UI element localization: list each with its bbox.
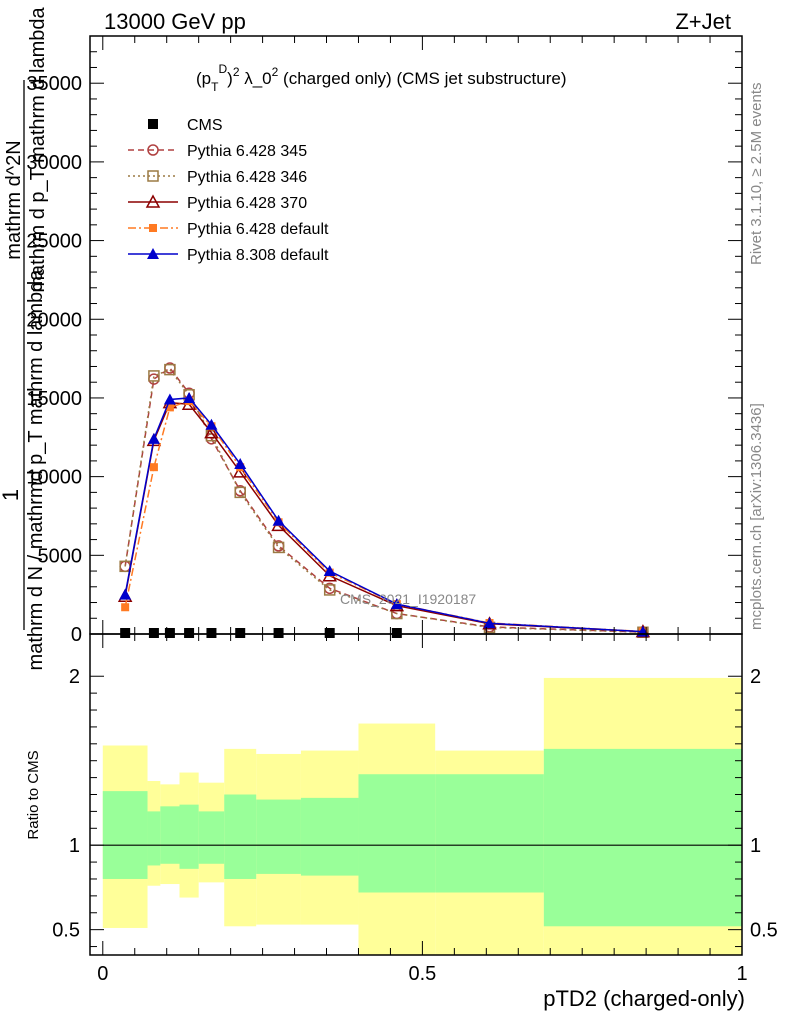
x-tick-label: 0.5 [408, 963, 436, 985]
data-point [148, 370, 160, 382]
ratio-y-tick-label-right: 2 [750, 666, 761, 688]
series-line-3 [124, 401, 643, 633]
y-tick-label: 15000 [26, 388, 82, 410]
legend-entry: CMS [148, 117, 223, 134]
band-stat-bin [358, 774, 436, 893]
data-point [272, 541, 285, 554]
y-tick-label: 5000 [38, 545, 83, 567]
header-energy: 13000 GeV pp [104, 9, 246, 34]
legend-entry: Pythia 6.428 346 [128, 169, 307, 186]
data-point [147, 432, 160, 444]
x-axis-label: pTD2 (charged-only) [543, 986, 745, 1011]
data-point [390, 598, 403, 610]
band-stat-bin [224, 794, 257, 879]
ratio-y-tick-label: 0.5 [52, 920, 80, 942]
data-point [273, 628, 284, 638]
rivet-label: Rivet 3.1.10, ≥ 2.5M events [748, 83, 765, 266]
legend-entry: Pythia 8.308 default [128, 247, 329, 264]
data-point [183, 391, 196, 403]
y-label-one: 1 [0, 489, 23, 501]
data-point [324, 628, 335, 638]
data-point [164, 363, 176, 376]
data-point [206, 628, 217, 638]
legend-label: Pythia 6.428 345 [187, 143, 307, 160]
legend: CMS Pythia 6.428 345 Pythia 6.428 346 Pythi… [128, 117, 329, 264]
data-point [204, 425, 219, 439]
ratio-plot: 0.5 0.51 12 2 0 0.5 1 [52, 633, 778, 985]
legend-label: CMS [187, 117, 223, 134]
series-line-2 [124, 368, 643, 634]
x-tick-label: 0 [97, 963, 108, 985]
main-plot: 0 5000 10000 15000 20000 25000 30000 35000 [26, 35, 743, 646]
band-stat-bin [543, 748, 742, 927]
data-point [184, 628, 195, 638]
legend-marker [147, 144, 159, 156]
data-point [205, 418, 218, 430]
ratio-y-label: Ratio to CMS [25, 750, 42, 839]
data-point [148, 628, 159, 638]
data-point [232, 464, 248, 478]
band-stat-bin [435, 774, 544, 893]
data-point [483, 617, 496, 629]
y-label-denominator: mathrm d N / mathrmd p_T mathrm d lambda [25, 269, 47, 671]
legend-label: Pythia 6.428 370 [187, 195, 307, 212]
y-tick-label: 20000 [26, 309, 82, 331]
band-stat-bin [160, 806, 180, 864]
band-stat-bin [198, 811, 225, 864]
y-tick-label: 30000 [26, 152, 82, 174]
plot-title: (pTD)2 λ_02 (charged only) (CMS jet subs… [196, 62, 566, 94]
legend-marker [148, 119, 158, 129]
y-label-numerator-top: mathrm d^2N [3, 140, 25, 259]
band-stat-bin [179, 804, 199, 869]
legend-label: Pythia 6.428 default [187, 221, 329, 238]
header-process: Z+Jet [675, 9, 731, 34]
series-0 [120, 628, 402, 638]
x-tick-label: 1 [736, 963, 747, 985]
data-point [165, 403, 174, 412]
y-tick-label: 25000 [26, 231, 82, 253]
data-point [163, 393, 176, 405]
legend-entry: Pythia 6.428 370 [128, 194, 307, 212]
data-point [235, 628, 246, 638]
data-point [148, 373, 160, 385]
legend-marker [147, 248, 159, 259]
data-point [120, 628, 131, 638]
data-point [323, 565, 336, 577]
legend-marker [147, 170, 159, 182]
data-point [234, 458, 247, 470]
legend-label: Pythia 6.428 346 [187, 169, 307, 186]
band-stat-bin [102, 791, 148, 879]
y-tick-label: 0 [71, 624, 82, 646]
watermark: CMS_2021_I1920187 [340, 591, 476, 607]
series-5 [119, 391, 649, 637]
y-tick-label: 10000 [26, 467, 82, 489]
y-tick-label: 35000 [26, 73, 82, 95]
ratio-y-tick-label: 1 [69, 835, 80, 857]
y-axis-label-main: 1 mathrm d N / mathrmd p_T mathrm d lamb… [0, 6, 49, 670]
legend-marker [149, 224, 157, 232]
y-label-numerator-bottom: mathrm d p_T mathrm d lambda [27, 6, 49, 292]
data-point [391, 628, 402, 638]
ratio-y-tick-label-right: 1 [750, 835, 761, 857]
data-point [234, 486, 246, 499]
data-point [119, 588, 132, 600]
legend-entry: Pythia 6.428 345 [128, 143, 307, 160]
legend-label: Pythia 8.308 default [187, 247, 329, 264]
mcplots-label: mcplots.cern.ch [arXiv:1306.3436] [748, 403, 765, 630]
data-point [121, 603, 130, 612]
band-stat-bin [147, 811, 161, 866]
legend-marker [145, 194, 161, 208]
data-point [323, 584, 336, 596]
data-point [164, 628, 175, 638]
data-point [272, 514, 285, 526]
data-point [149, 463, 158, 472]
ratio-y-tick-label: 2 [69, 666, 80, 688]
band-stat-bin [256, 799, 301, 874]
band-stat-bin [300, 797, 359, 876]
ratio-y-tick-label-right: 0.5 [750, 920, 778, 942]
legend-entry: Pythia 6.428 default [128, 221, 329, 238]
